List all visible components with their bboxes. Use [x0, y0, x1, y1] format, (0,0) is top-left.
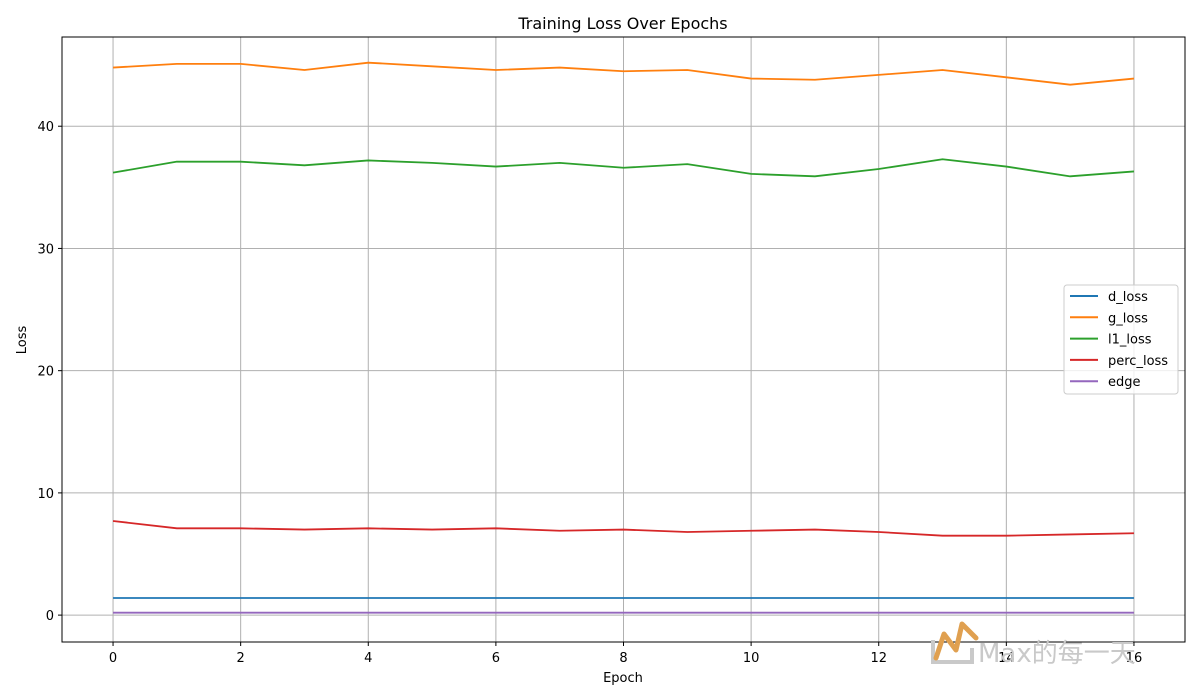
x-axis-ticks: 0 2 4 6 8 10 12 14 16 [109, 642, 1142, 666]
x-tick-label: 16 [1126, 651, 1143, 666]
y-tick-label: 10 [37, 487, 54, 502]
x-tick-label: 4 [364, 651, 372, 666]
watermark-text: Max的每一天 [978, 639, 1136, 669]
series-line-l1-loss [112, 158, 1135, 178]
x-tick-label: 6 [492, 651, 500, 666]
y-axis-label: Loss [15, 326, 30, 355]
y-tick-label: 0 [46, 609, 54, 624]
legend-label-l1-loss: l1_loss [1108, 333, 1152, 348]
legend-box [1063, 284, 1179, 395]
x-gridlines [112, 37, 1135, 642]
x-tick-label: 10 [743, 651, 760, 666]
legend-label-g-loss: g_loss [1108, 311, 1148, 326]
legend-label-d-loss: d_loss [1108, 290, 1148, 305]
x-axis-label: Epoch [603, 671, 643, 686]
y-axis-ticks: 0 10 20 30 40 [37, 120, 62, 624]
legend-label-perc-loss: perc_loss [1108, 354, 1168, 369]
chart-title: Training Loss Over Epochs [517, 14, 727, 33]
y-gridlines [62, 125, 1185, 616]
watermark: Max的每一天 [931, 621, 1136, 669]
x-tick-label: 2 [237, 651, 245, 666]
series-line-g-loss [112, 61, 1135, 86]
y-tick-label: 30 [37, 242, 54, 257]
y-tick-label: 20 [37, 365, 54, 380]
x-tick-label: 8 [619, 651, 627, 666]
x-tick-label: 0 [109, 651, 117, 666]
x-tick-label: 12 [870, 651, 887, 666]
legend-label-edge: edge [1108, 375, 1141, 390]
series-lines [112, 61, 1135, 614]
x-tick-label: 14 [998, 651, 1015, 666]
max-logo-icon [931, 621, 979, 664]
series-line-perc-loss [112, 520, 1134, 537]
y-tick-label: 40 [37, 120, 54, 135]
